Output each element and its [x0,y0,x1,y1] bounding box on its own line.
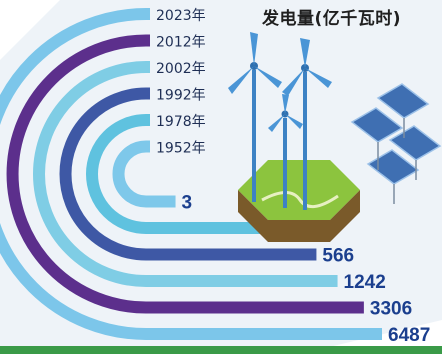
bottom-green-stripe [0,346,442,354]
island-path [261,191,339,208]
year-label-group: 2023年 2012年 2002年 1992年 1978年 1952年 [156,8,206,157]
year-label-1952: 1952年 [156,141,206,157]
chart-title: 发电量(亿千瓦时) [262,9,402,29]
arc-bar-1952 [112,140,176,208]
value-label-2023: 6487 [388,325,430,346]
wind-solar-illustration [228,32,442,242]
year-label-2012: 2012年 [156,35,206,51]
year-label-2002: 2002年 [156,61,206,77]
year-label-1978: 1978年 [156,114,206,130]
arc-series-group [0,8,382,340]
value-label-2012: 3306 [370,299,412,320]
solar-panel-icon [350,83,442,204]
wind-turbine-icon [228,32,282,202]
arc-bar-1992 [59,87,317,261]
arc-bar-2023 [0,8,382,340]
value-label-2002: 1242 [344,272,386,293]
arc-bar-2002 [33,61,338,287]
island-side [238,190,360,242]
year-label-2023: 2023年 [156,8,206,24]
year-label-1992: 1992年 [156,88,206,104]
arc-bar-1978 [86,114,282,234]
arc-bar-2012 [6,34,364,314]
island-top [238,160,360,220]
value-label-1992: 566 [322,246,354,267]
wind-turbine-icon [282,38,332,210]
value-label-1952: 3 [182,193,193,214]
wind-turbine-icon [268,94,303,208]
